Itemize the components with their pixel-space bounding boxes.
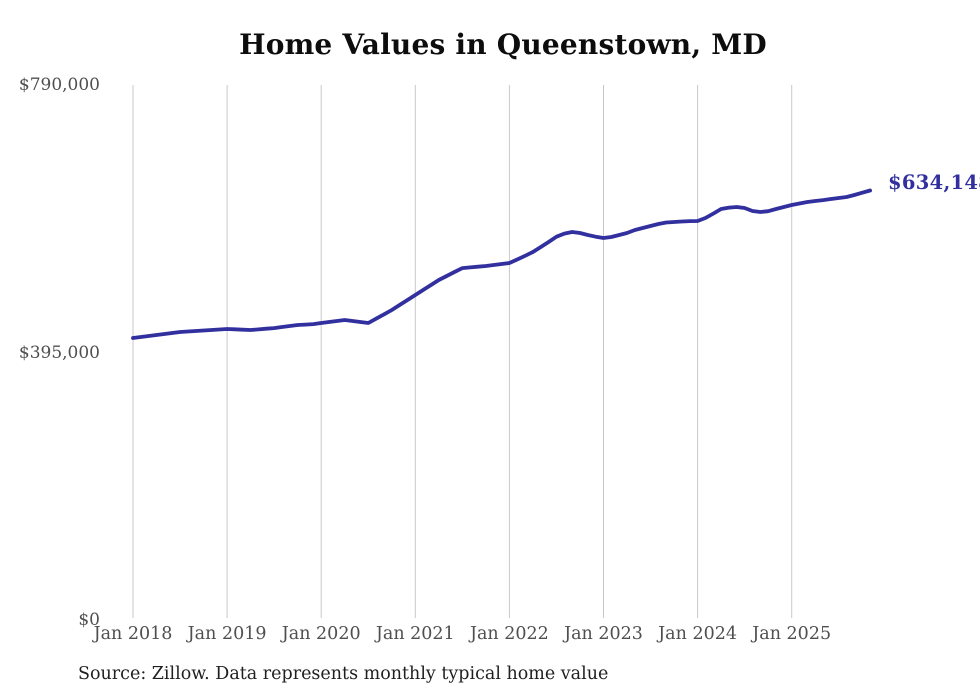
current-value-label: $634,148 <box>888 171 980 194</box>
source-note: Source: Zillow. Data represents monthly … <box>78 664 609 684</box>
x-axis-label: Jan 2021 <box>375 624 455 644</box>
x-axis-label: Jan 2018 <box>93 624 173 644</box>
home-values-line <box>131 188 872 340</box>
x-axis-label: Jan 2019 <box>187 624 267 644</box>
x-axis-label: Jan 2023 <box>564 624 643 644</box>
x-axis-label: Jan 2022 <box>469 624 549 644</box>
y-axis-label: $0 <box>78 610 100 630</box>
gridlines <box>132 85 793 618</box>
y-axis-label: $395,000 <box>18 342 100 363</box>
x-axis-label: Jan 2024 <box>658 624 737 644</box>
chart-title: Home Values in Queenstown, MD <box>239 28 767 61</box>
x-axis-label: Jan 2020 <box>281 624 361 644</box>
x-axis-label: Jan 2025 <box>752 624 832 644</box>
y-axis-label: $790,000 <box>18 75 100 95</box>
